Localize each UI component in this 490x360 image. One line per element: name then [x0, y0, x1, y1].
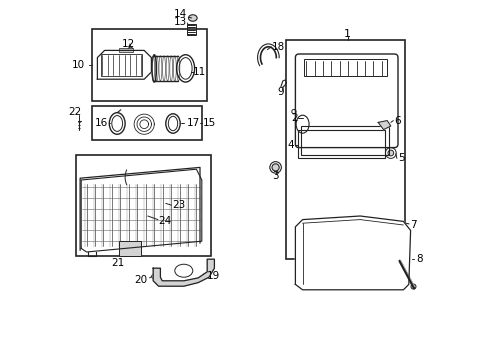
Text: 6: 6 — [394, 116, 401, 126]
Text: 22: 22 — [69, 107, 82, 117]
Ellipse shape — [128, 47, 133, 52]
Bar — [286, 40, 405, 259]
Text: 3: 3 — [272, 171, 279, 181]
Ellipse shape — [320, 233, 328, 242]
Text: 19: 19 — [207, 271, 220, 282]
Polygon shape — [153, 259, 215, 286]
Ellipse shape — [349, 251, 357, 260]
Ellipse shape — [363, 266, 372, 274]
Bar — [92, 29, 207, 101]
Bar — [92, 106, 202, 140]
Ellipse shape — [411, 284, 416, 289]
Ellipse shape — [377, 266, 386, 274]
Text: 14: 14 — [174, 9, 187, 19]
Ellipse shape — [388, 150, 393, 156]
Text: 12: 12 — [122, 39, 135, 49]
Text: 24: 24 — [159, 216, 172, 226]
Bar — [101, 54, 143, 76]
Text: 4: 4 — [288, 140, 294, 150]
Polygon shape — [295, 216, 411, 290]
Bar — [301, 126, 389, 155]
FancyBboxPatch shape — [295, 54, 398, 148]
Bar — [76, 155, 211, 256]
Text: 16: 16 — [95, 118, 108, 129]
Ellipse shape — [334, 251, 343, 260]
Ellipse shape — [320, 269, 328, 278]
Bar — [304, 59, 387, 76]
Bar — [119, 241, 141, 256]
Text: 20: 20 — [134, 275, 147, 285]
Polygon shape — [378, 121, 391, 130]
Text: 7: 7 — [410, 220, 416, 230]
Ellipse shape — [397, 258, 402, 263]
Text: 15: 15 — [202, 118, 216, 129]
Text: 11: 11 — [193, 67, 206, 77]
Text: 17: 17 — [187, 118, 200, 129]
Text: 21: 21 — [112, 258, 125, 268]
Text: 13: 13 — [173, 17, 187, 27]
Bar — [298, 130, 385, 158]
Ellipse shape — [305, 269, 314, 278]
Ellipse shape — [305, 233, 314, 242]
Ellipse shape — [152, 274, 157, 279]
Text: 1: 1 — [344, 29, 351, 39]
Text: 2: 2 — [292, 113, 298, 123]
Text: 9: 9 — [278, 87, 284, 97]
Ellipse shape — [272, 164, 279, 171]
Text: 23: 23 — [172, 200, 186, 210]
Polygon shape — [81, 169, 202, 252]
Text: 5: 5 — [398, 153, 405, 163]
Text: 10: 10 — [72, 60, 85, 70]
Bar — [187, 24, 196, 35]
Polygon shape — [98, 50, 151, 79]
Ellipse shape — [189, 15, 197, 21]
Text: 18: 18 — [272, 42, 285, 52]
Text: 8: 8 — [416, 254, 422, 264]
Bar — [119, 48, 133, 52]
